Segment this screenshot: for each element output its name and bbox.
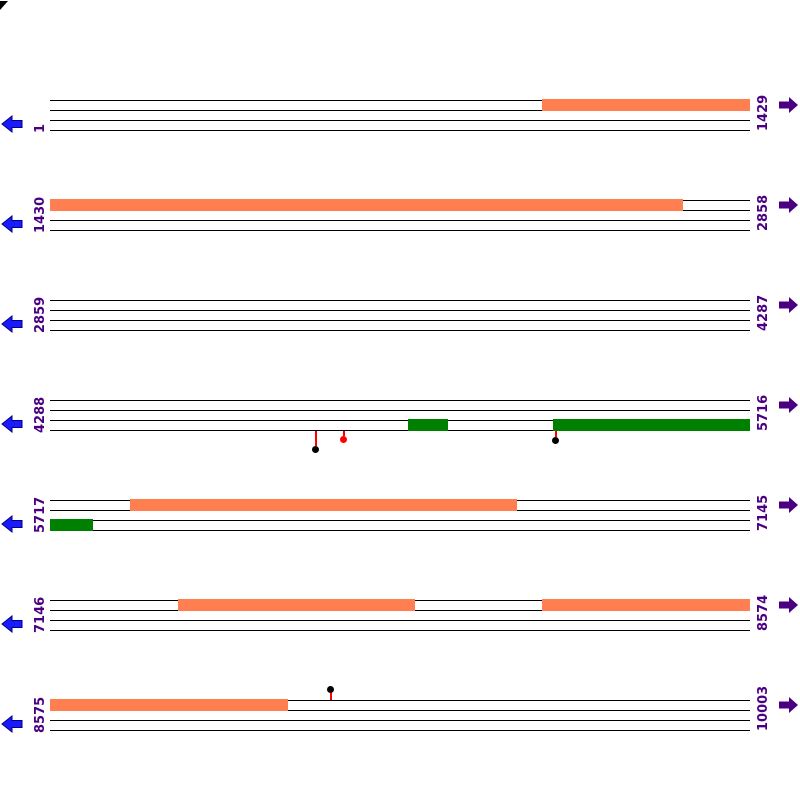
left-strand-arrow-icon <box>1 614 23 637</box>
marker-stem <box>330 692 332 700</box>
right-strand-arrow-icon <box>779 596 799 618</box>
track-line <box>50 329 750 331</box>
feature-bar-orange <box>178 599 415 611</box>
marker-dot-red <box>340 435 347 443</box>
row-end-coordinate: 10003 <box>756 685 771 731</box>
row-start-coordinate: 7146 <box>33 596 48 633</box>
left-strand-arrow-icon <box>1 514 23 537</box>
corner-mark <box>0 1 8 10</box>
track-line <box>50 629 750 631</box>
right-strand-arrow-icon <box>779 496 799 518</box>
track-line <box>50 109 750 111</box>
track-line <box>50 699 750 701</box>
track-line <box>50 619 750 621</box>
feature-bar-green <box>50 519 93 531</box>
feature-bar-green <box>553 419 750 431</box>
feature-bar-orange <box>50 199 683 211</box>
row-end-coordinate: 7145 <box>756 494 771 531</box>
track-line <box>50 519 750 521</box>
feature-bar-orange <box>130 499 517 511</box>
track-line <box>50 429 750 431</box>
track-line <box>50 229 750 231</box>
right-strand-arrow-icon <box>779 96 799 118</box>
track-line <box>50 729 750 731</box>
track-line <box>50 99 750 101</box>
row-start-coordinate: 4288 <box>33 396 48 433</box>
marker-stem <box>555 431 557 437</box>
feature-bar-orange <box>542 99 750 111</box>
track-line <box>50 299 750 301</box>
row-end-coordinate: 5716 <box>756 394 771 431</box>
left-strand-arrow-icon <box>1 114 23 137</box>
right-strand-arrow-icon <box>779 296 799 318</box>
marker-dot-black <box>312 445 319 453</box>
track-line <box>50 119 750 121</box>
track-line <box>50 319 750 321</box>
row-end-coordinate: 2858 <box>756 194 771 231</box>
left-strand-arrow-icon <box>1 414 23 437</box>
row-end-coordinate: 4287 <box>756 294 771 331</box>
row-start-coordinate: 2859 <box>33 296 48 333</box>
row-end-coordinate: 1429 <box>756 94 771 131</box>
track-line <box>50 529 750 531</box>
row-start-coordinate: 8575 <box>33 696 48 733</box>
marker-dot-black <box>327 685 334 693</box>
track-line <box>50 399 750 401</box>
right-strand-arrow-icon <box>779 696 799 718</box>
row-end-coordinate: 8574 <box>756 594 771 631</box>
marker-dot-black <box>552 436 559 444</box>
marker-stem <box>343 431 345 436</box>
left-strand-arrow-icon <box>1 314 23 337</box>
feature-bar-orange <box>542 599 750 611</box>
right-strand-arrow-icon <box>779 396 799 418</box>
left-strand-arrow-icon <box>1 714 23 737</box>
track-line <box>50 129 750 131</box>
row-start-coordinate: 5717 <box>33 496 48 533</box>
track-line <box>50 409 750 411</box>
feature-bar-orange <box>50 699 288 711</box>
marker-stem <box>315 431 317 446</box>
track-line <box>50 219 750 221</box>
track-line <box>50 709 750 711</box>
track-line <box>50 419 750 421</box>
feature-bar-green <box>408 419 448 431</box>
track-line <box>50 719 750 721</box>
row-start-coordinate: 1 <box>33 123 48 133</box>
right-strand-arrow-icon <box>779 196 799 218</box>
row-start-coordinate: 1430 <box>33 196 48 233</box>
track-line <box>50 309 750 311</box>
left-strand-arrow-icon <box>1 214 23 237</box>
